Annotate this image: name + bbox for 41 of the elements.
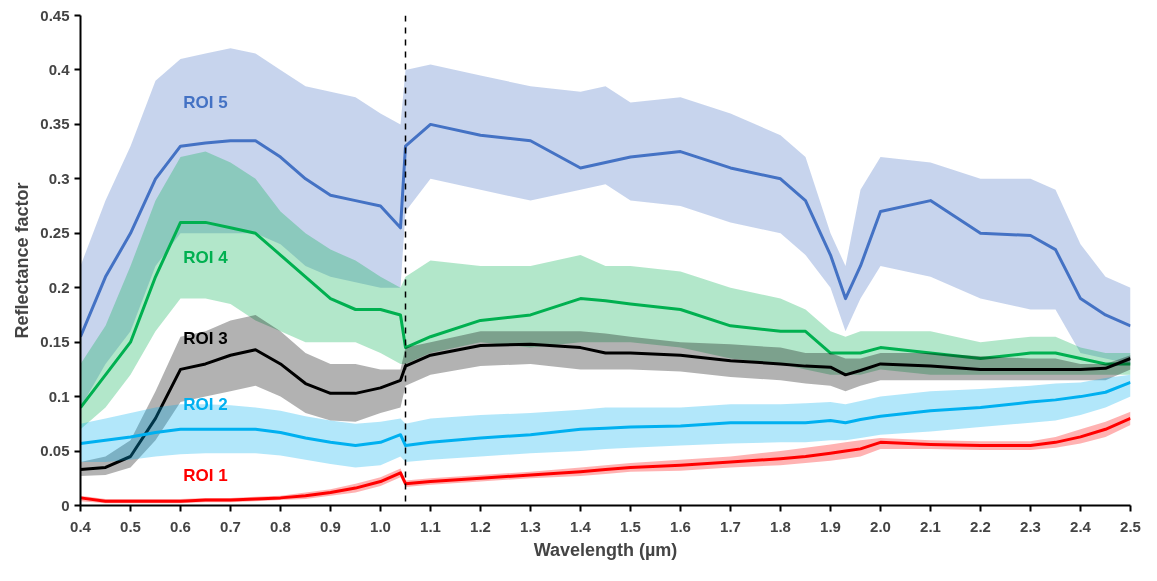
x-tick-label: 2.5 [1120,517,1141,535]
x-tick-label: 0.4 [70,517,92,535]
y-tick-label: 0.05 [40,442,70,460]
x-tick-label: 1.9 [820,517,841,535]
x-tick-label: 1.4 [570,517,592,535]
line-series [80,220,1131,409]
x-tick-label: 2.2 [970,517,991,535]
x-tick-label: 2.4 [1070,517,1092,535]
series-label: ROI 3 [183,329,228,349]
x-tick-label: 2.0 [870,517,891,535]
x-tick-label: 2.3 [1020,517,1041,535]
series-label: ROI 1 [183,465,228,485]
line-series [80,380,1131,448]
x-tick-label: 0.7 [220,517,241,535]
y-tick-label: 0.2 [48,278,70,296]
series-label: ROI 4 [183,247,229,267]
y-tick-label: 0.25 [40,224,70,242]
series-label: ROI 2 [183,394,228,414]
y-tick-label: 0.15 [40,333,70,351]
x-tick-label: 2.1 [920,517,941,535]
x-tick-label: 1.2 [470,517,491,535]
x-tick-label: 1.1 [420,517,441,535]
y-tick-label: 0.3 [48,169,70,187]
x-tick-label: 0.9 [320,517,341,535]
x-tick-label: 0.8 [270,517,291,535]
series-label: ROI 5 [183,93,228,113]
x-axis-title: Wavelength (µm) [533,539,678,560]
y-tick-label: 0.1 [48,387,70,405]
x-tick-label: 1.7 [720,517,741,535]
x-tick-label: 1.0 [370,517,391,535]
y-axis-title: Reflectance factor [12,182,33,339]
x-tick-label: 1.5 [620,517,641,535]
y-tick-label: 0 [61,496,70,514]
y-tick-label: 0.35 [40,115,70,133]
x-tick-label: 1.6 [670,517,691,535]
y-tick-label: 0.45 [40,6,70,24]
y-tick-label: 0.4 [48,60,71,78]
x-tick-label: 1.8 [770,517,791,535]
x-tick-label: 0.5 [120,517,141,535]
x-tick-label: 0.6 [170,517,191,535]
x-tick-label: 1.3 [520,517,541,535]
